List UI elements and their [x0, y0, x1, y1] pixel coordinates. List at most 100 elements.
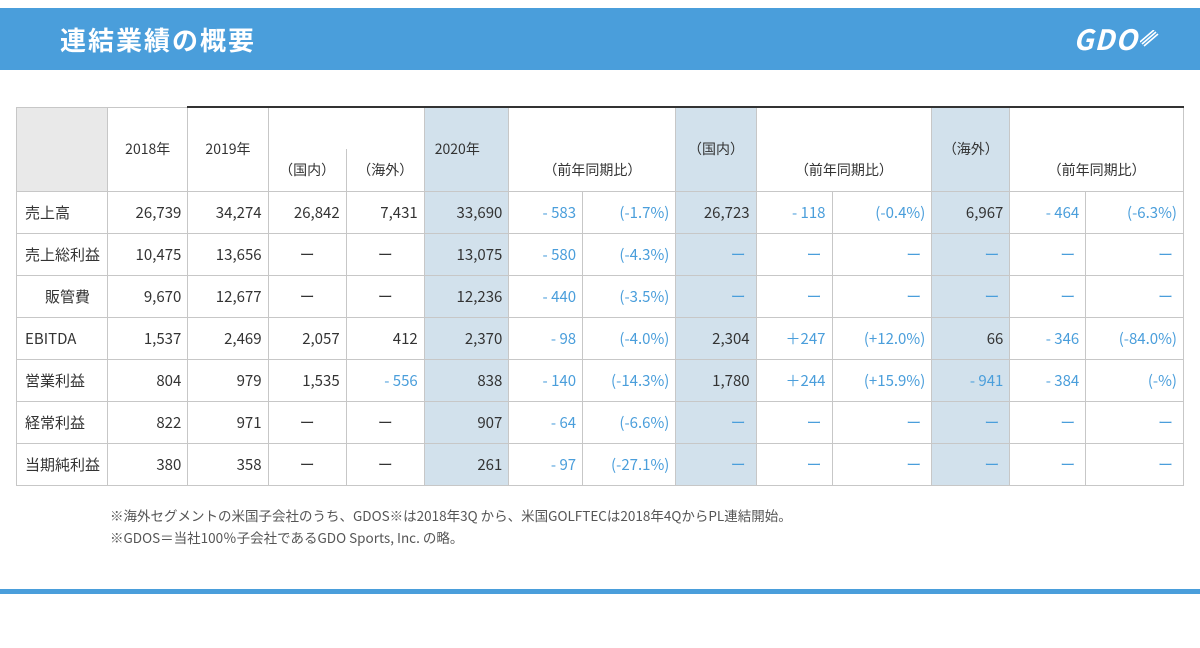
table-cell: 9,670 — [108, 275, 188, 317]
table-cell: ー — [346, 275, 424, 317]
title-bar: 連結業績の概要 GDO — [0, 8, 1200, 70]
table-row: 販管費9,67012,677ーー12,236- 440(-3.5%)ーーーーーー — [17, 275, 1184, 317]
table-cell: 2,304 — [676, 317, 756, 359]
table-cell: ー — [1086, 401, 1184, 443]
table-cell: 12,236 — [424, 275, 509, 317]
table-cell: (+15.9%) — [832, 359, 932, 401]
table-cell: ー — [346, 233, 424, 275]
table-cell: ー — [346, 443, 424, 485]
table-cell: 26,723 — [676, 191, 756, 233]
table-row: 売上高26,73934,27426,8427,43133,690- 583(-1… — [17, 191, 1184, 233]
table-cell: - 118 — [756, 191, 832, 233]
table-cell: 804 — [108, 359, 188, 401]
financial-table: 2018年 2019年 2020年 （国内） （海外） （国内） （海外） （前… — [16, 106, 1184, 486]
row-label: 当期純利益 — [17, 443, 108, 485]
col-2018: 2018年 — [108, 107, 188, 191]
table-cell: ー — [832, 233, 932, 275]
table-cell: - 464 — [1010, 191, 1086, 233]
table-cell: 1,537 — [108, 317, 188, 359]
table-row: 売上総利益10,47513,656ーー13,075- 580(-4.3%)ーーー… — [17, 233, 1184, 275]
table-row: EBITDA1,5372,4692,0574122,370- 98(-4.0%)… — [17, 317, 1184, 359]
table-cell: ー — [756, 443, 832, 485]
row-label: 営業利益 — [17, 359, 108, 401]
gdo-logo: GDO — [1073, 19, 1160, 59]
table-cell: 412 — [346, 317, 424, 359]
row-label: 売上総利益 — [17, 233, 108, 275]
table-cell: - 384 — [1010, 359, 1086, 401]
table-cell: 33,690 — [424, 191, 509, 233]
table-row: 営業利益8049791,535- 556838- 140(-14.3%)1,78… — [17, 359, 1184, 401]
table-cell: ー — [676, 275, 756, 317]
table-row: 当期純利益380358ーー261- 97(-27.1%)ーーーーーー — [17, 443, 1184, 485]
table-cell: ー — [1010, 401, 1086, 443]
table-cell: 261 — [424, 443, 509, 485]
table-cell: (-0.4%) — [832, 191, 932, 233]
table-cell: - 583 — [509, 191, 583, 233]
footnotes: ※海外セグメントの米国子会社のうち、GDOS※は2018年3Q から、米国GOL… — [0, 486, 1200, 550]
table-cell: 907 — [424, 401, 509, 443]
table-cell: (+12.0%) — [832, 317, 932, 359]
header-row-1: 2018年 2019年 2020年 （国内） （海外） — [17, 107, 1184, 149]
table-cell: - 64 — [509, 401, 583, 443]
col-2019: 2019年 — [188, 107, 268, 191]
table-cell: ー — [756, 275, 832, 317]
table-cell: ー — [1086, 275, 1184, 317]
table-cell: ー — [932, 443, 1010, 485]
footnote-2: ※GDOS＝当社100％子会社であるGDO Sports, Inc. の略。 — [110, 526, 1200, 549]
table-cell: 26,739 — [108, 191, 188, 233]
table-cell: ー — [268, 443, 346, 485]
table-cell: 13,656 — [188, 233, 268, 275]
table-cell: 358 — [188, 443, 268, 485]
bottom-accent-line — [0, 589, 1200, 594]
table-cell: ー — [268, 275, 346, 317]
table-cell: ー — [756, 401, 832, 443]
footnote-1: ※海外セグメントの米国子会社のうち、GDOS※は2018年3Q から、米国GOL… — [110, 504, 1200, 527]
table-cell: ー — [676, 401, 756, 443]
table-cell: - 556 — [346, 359, 424, 401]
table-cell: 822 — [108, 401, 188, 443]
logo-text: GDO — [1073, 19, 1138, 59]
table-cell: 971 — [188, 401, 268, 443]
table-cell: ー — [676, 443, 756, 485]
table-cell: (-3.5%) — [583, 275, 676, 317]
table-cell: - 440 — [509, 275, 583, 317]
table-cell: ー — [1010, 443, 1086, 485]
table-cell: - 346 — [1010, 317, 1086, 359]
col-2019-ovs: （海外） — [346, 149, 424, 191]
table-cell: ＋247 — [756, 317, 832, 359]
table-cell: ー — [832, 401, 932, 443]
col-2020: 2020年 — [424, 107, 509, 191]
col-yoy-grp — [509, 107, 676, 149]
table-cell: ー — [1010, 275, 1086, 317]
table-cell: ー — [268, 401, 346, 443]
table-cell: ー — [1010, 233, 1086, 275]
table-cell: 2,057 — [268, 317, 346, 359]
table-cell: 2,469 — [188, 317, 268, 359]
col-yoy3: （前年同期比） — [1010, 149, 1184, 191]
table-cell: (-84.0%) — [1086, 317, 1184, 359]
table-body: 売上高26,73934,27426,8427,43133,690- 583(-1… — [17, 191, 1184, 485]
table-cell: - 580 — [509, 233, 583, 275]
col-yoy2: （前年同期比） — [756, 149, 932, 191]
table-row: 経常利益822971ーー907- 64(-6.6%)ーーーーーー — [17, 401, 1184, 443]
row-label: 販管費 — [17, 275, 108, 317]
table-cell: - 98 — [509, 317, 583, 359]
table-cell: ー — [756, 233, 832, 275]
table-cell: 380 — [108, 443, 188, 485]
col-yoy: （前年同期比） — [509, 149, 676, 191]
table-cell: ー — [346, 401, 424, 443]
table-cell: 2,370 — [424, 317, 509, 359]
table-cell: 13,075 — [424, 233, 509, 275]
table-cell: 34,274 — [188, 191, 268, 233]
table-cell: ー — [676, 233, 756, 275]
table-cell: ー — [932, 233, 1010, 275]
table-cell: 979 — [188, 359, 268, 401]
table-cell: (-1.7%) — [583, 191, 676, 233]
table-cell: ー — [832, 275, 932, 317]
col-yoy2-grp — [756, 107, 932, 149]
table-cell: 66 — [932, 317, 1010, 359]
table-cell: (-4.3%) — [583, 233, 676, 275]
table-cell: (-14.3%) — [583, 359, 676, 401]
table-cell: 6,967 — [932, 191, 1010, 233]
col-overseas: （海外） — [932, 107, 1010, 191]
